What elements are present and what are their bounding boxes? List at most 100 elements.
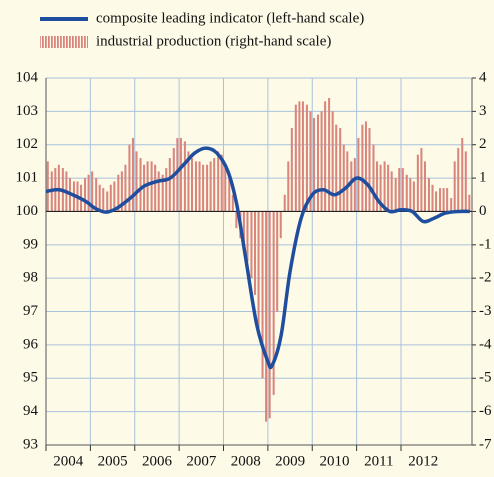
bar xyxy=(84,178,87,212)
bar xyxy=(287,161,290,212)
y2-tick-label: 2 xyxy=(479,136,487,152)
bar xyxy=(231,194,234,212)
y2-tick-label: 0 xyxy=(479,203,487,219)
bar xyxy=(194,161,198,212)
bar xyxy=(416,154,419,212)
x-tick-label: 2012 xyxy=(408,453,438,469)
bar xyxy=(257,211,260,329)
x-tick-label: 2008 xyxy=(231,453,261,469)
bar xyxy=(313,118,316,212)
bar xyxy=(401,168,404,212)
bar xyxy=(457,148,460,212)
y-tick-label: 95 xyxy=(23,370,38,386)
x-tick-label: 2009 xyxy=(275,453,305,469)
bar xyxy=(353,158,356,212)
y-tick-label: 100 xyxy=(16,203,39,219)
bar xyxy=(139,158,142,212)
bar xyxy=(117,174,120,212)
bar xyxy=(198,161,201,212)
y2-tick-label: -1 xyxy=(479,236,492,252)
x-tick-label: 2005 xyxy=(98,453,128,469)
bar xyxy=(446,188,449,212)
bar xyxy=(109,184,112,212)
y2-tick-label: -3 xyxy=(479,303,492,319)
legend-label: composite leading indicator (left-hand s… xyxy=(96,10,364,26)
bar xyxy=(294,104,297,212)
bar xyxy=(279,211,282,239)
bar xyxy=(91,171,94,212)
bar xyxy=(328,98,331,212)
bar xyxy=(165,168,168,212)
bar xyxy=(46,161,49,212)
bar xyxy=(265,211,268,422)
bar xyxy=(342,144,345,212)
bar xyxy=(409,178,412,212)
bar xyxy=(150,161,153,212)
bar xyxy=(450,198,453,212)
bar xyxy=(217,151,220,212)
bar xyxy=(376,161,379,212)
x-tick-label: 2010 xyxy=(319,453,349,469)
bar xyxy=(276,211,279,312)
bar xyxy=(250,211,253,279)
y-tick-label: 96 xyxy=(23,336,39,352)
bar xyxy=(179,138,182,212)
y-tick-label: 99 xyxy=(23,236,38,252)
bar xyxy=(290,128,293,212)
bar xyxy=(387,164,390,212)
bar xyxy=(357,138,360,212)
bar xyxy=(206,164,209,212)
bar xyxy=(135,151,138,212)
bar xyxy=(168,158,171,212)
bar xyxy=(439,188,442,212)
y-tick-label: 98 xyxy=(23,270,38,286)
bar xyxy=(317,114,320,212)
bar xyxy=(368,128,371,212)
y-tick-label: 104 xyxy=(16,69,39,85)
y2-tick-label: 1 xyxy=(479,170,487,186)
bar xyxy=(468,194,471,212)
bar xyxy=(161,174,164,212)
bar xyxy=(176,138,179,212)
bar xyxy=(324,101,327,212)
legend-label: industrial production (right-hand scale) xyxy=(96,33,331,49)
bar xyxy=(113,181,116,212)
y-tick-label: 94 xyxy=(23,403,39,419)
bar xyxy=(202,164,205,212)
bar xyxy=(120,171,123,212)
bar xyxy=(423,161,426,212)
bar xyxy=(98,184,101,212)
bar xyxy=(224,168,227,212)
bar xyxy=(350,161,353,212)
x-tick-label: 2006 xyxy=(142,453,173,469)
y-tick-label: 93 xyxy=(23,436,38,452)
bar xyxy=(379,164,382,212)
y-tick-label: 101 xyxy=(16,170,39,186)
y-tick-label: 103 xyxy=(16,103,39,119)
bar xyxy=(128,144,131,212)
line xyxy=(45,146,470,370)
bar xyxy=(146,161,149,212)
bar xyxy=(272,211,275,395)
bar xyxy=(420,148,423,212)
bar xyxy=(242,211,245,245)
bar xyxy=(106,191,109,212)
y2-tick-label: 4 xyxy=(479,69,487,85)
bar xyxy=(372,144,375,212)
bar xyxy=(412,181,415,212)
bar xyxy=(335,124,338,212)
y-tick-label: 102 xyxy=(16,136,39,152)
bar xyxy=(246,211,249,262)
bar xyxy=(464,151,467,212)
y2-tick-label: -5 xyxy=(479,370,492,386)
bar xyxy=(172,148,175,212)
bar xyxy=(364,121,367,212)
bar xyxy=(268,211,271,419)
bar xyxy=(298,101,301,212)
bar xyxy=(95,178,98,212)
bar xyxy=(461,138,464,212)
bar xyxy=(253,211,257,295)
bar xyxy=(442,188,445,212)
bar xyxy=(398,168,401,212)
